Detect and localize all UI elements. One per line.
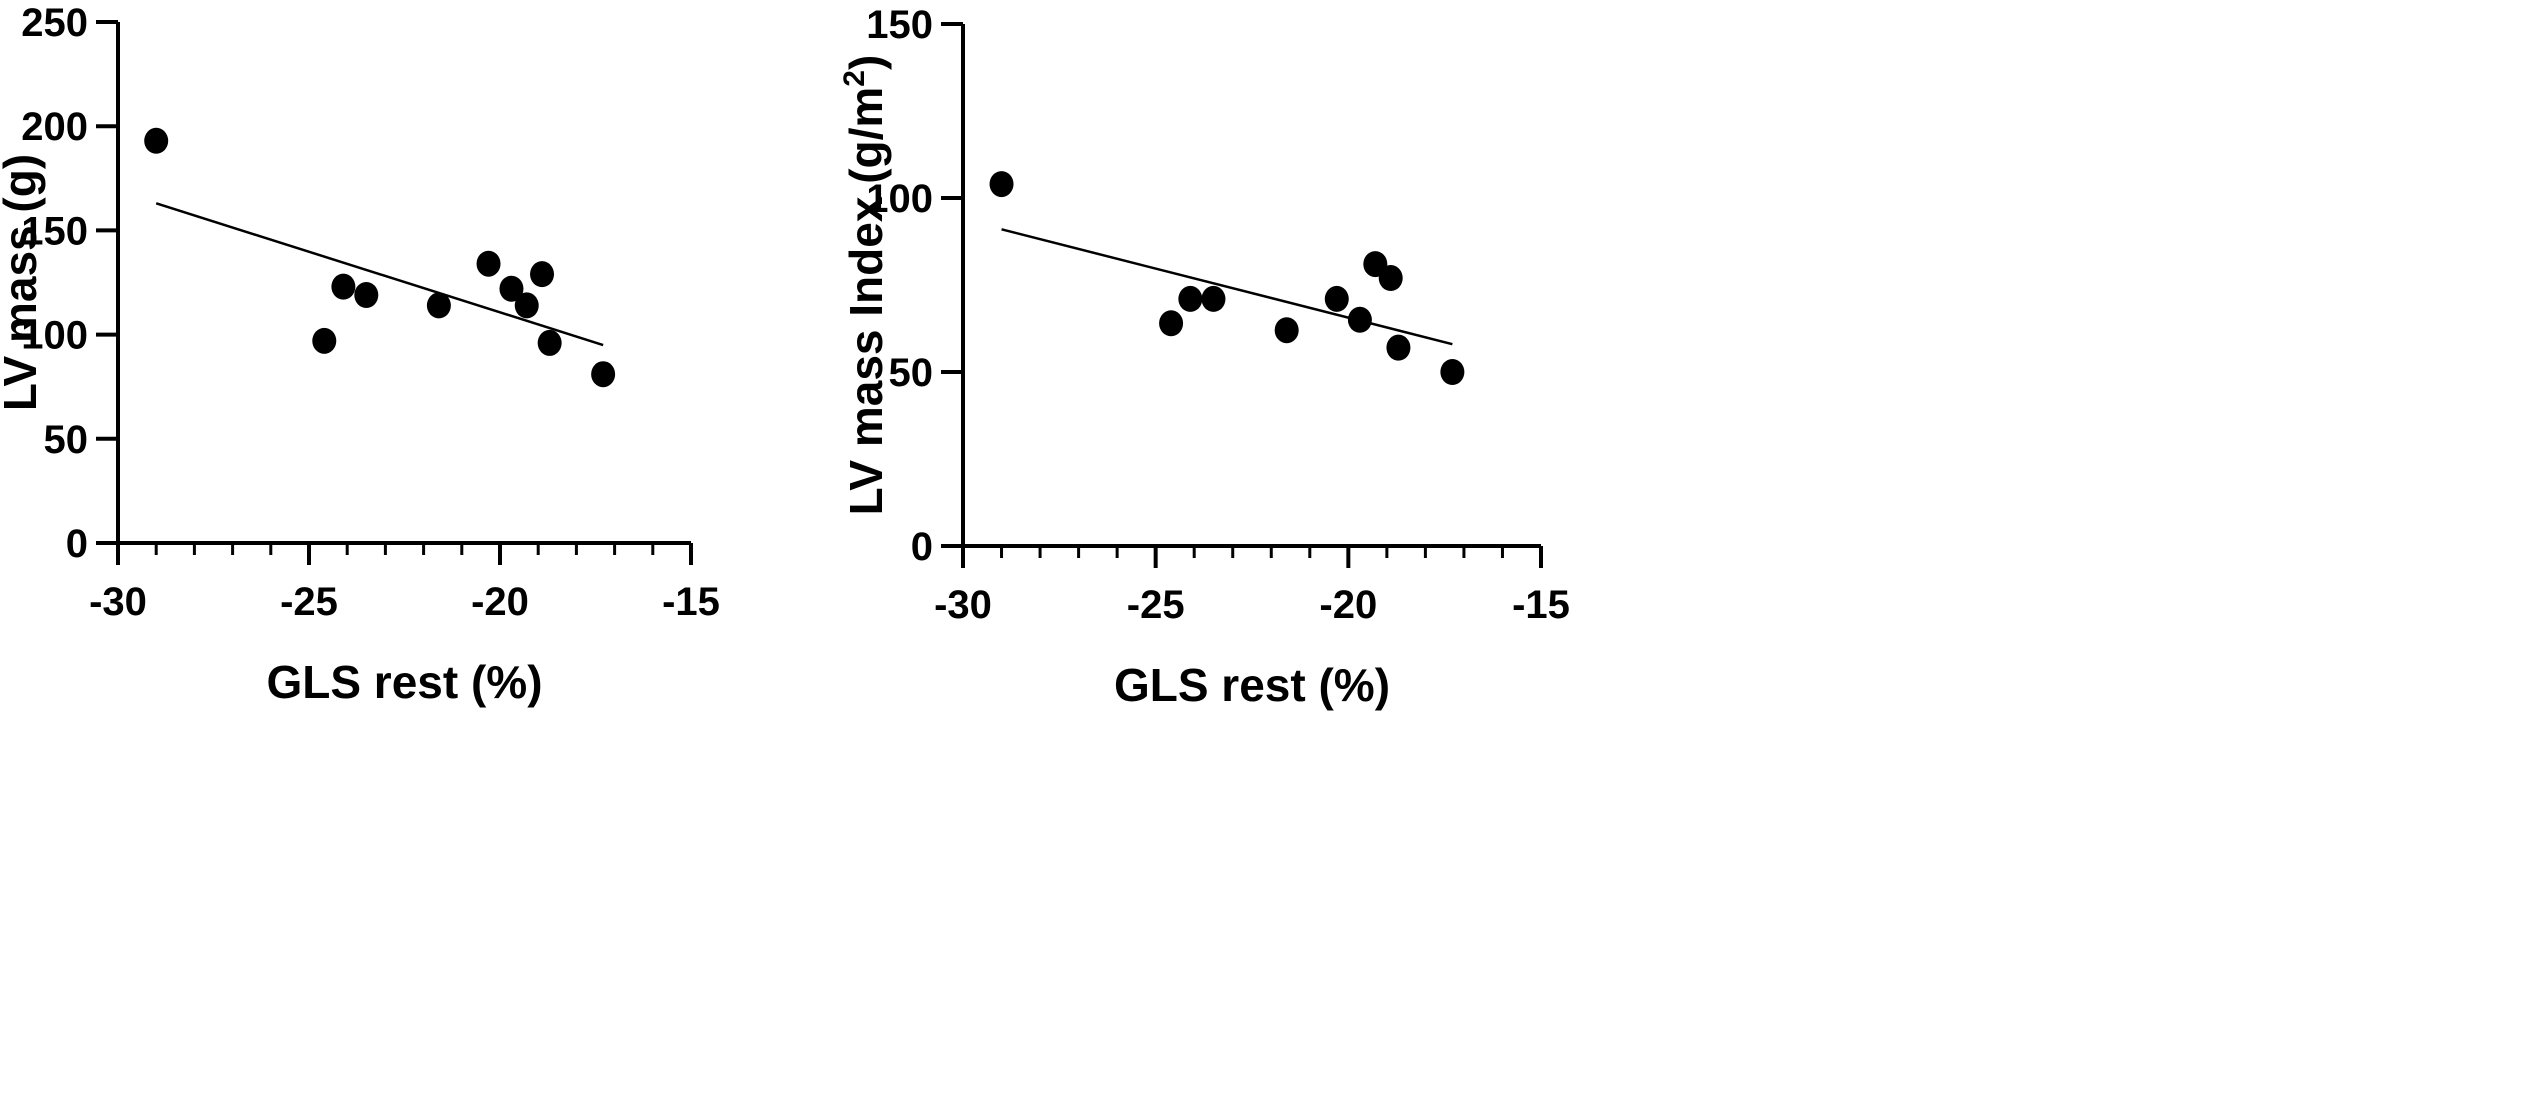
y-tick-label: 200 bbox=[21, 105, 88, 149]
y-axis-title-suffix: ) bbox=[840, 55, 892, 70]
data-point bbox=[1324, 285, 1349, 312]
data-point bbox=[1201, 285, 1226, 312]
data-point bbox=[426, 292, 451, 319]
y-tick-label: 0 bbox=[66, 522, 88, 566]
data-point bbox=[1178, 285, 1203, 312]
data-point bbox=[1347, 306, 1372, 333]
y-axis-title-text: LV mass (g) bbox=[0, 154, 46, 411]
data-point bbox=[499, 275, 524, 302]
data-point bbox=[591, 361, 616, 388]
x-tick-label: -15 bbox=[1512, 583, 1570, 627]
data-point bbox=[354, 282, 379, 309]
x-tick-label: -20 bbox=[1319, 583, 1377, 627]
data-point bbox=[1274, 317, 1299, 344]
data-point bbox=[476, 250, 501, 277]
x-axis-title: GLS rest (%) bbox=[1114, 659, 1390, 711]
data-point bbox=[530, 261, 555, 288]
lv-mass-index-scatter-panel: -30 -25 -20 -15 0 50 100 150 GLS rest (%) LV mass… bbox=[838, 3, 1570, 711]
data-point bbox=[537, 329, 562, 356]
data-point bbox=[514, 292, 539, 319]
y-tick-label: 150 bbox=[21, 209, 88, 253]
x-tick-label: -15 bbox=[662, 580, 720, 624]
lv-mass-scatter-panel: -30 -25 -20 -15 0 50 100 150 200 250 GLS rest (%) L… bbox=[0, 1, 720, 708]
regression-line bbox=[1001, 228, 1453, 346]
y-tick-label: 50 bbox=[44, 418, 89, 462]
y-tick-label: 0 bbox=[911, 525, 933, 569]
x-tick-label: -30 bbox=[89, 580, 147, 624]
x-tick-label: -30 bbox=[934, 583, 992, 627]
y-axis-title: LV mass (g) bbox=[0, 154, 46, 411]
y-tick-label: 150 bbox=[866, 3, 933, 47]
data-point bbox=[1159, 310, 1184, 337]
data-point bbox=[1440, 359, 1465, 385]
y-axis-title-superscript: 2 bbox=[838, 70, 871, 87]
regression-line bbox=[155, 202, 604, 347]
data-point bbox=[1378, 265, 1403, 292]
y-axis-title: LV mass Index (g/m2) bbox=[838, 55, 892, 516]
y-tick-label: 100 bbox=[21, 314, 88, 358]
x-tick-label: -20 bbox=[471, 580, 529, 624]
data-point bbox=[144, 127, 169, 154]
x-axis-title: GLS rest (%) bbox=[266, 656, 542, 708]
data-point bbox=[1386, 334, 1411, 361]
data-point bbox=[989, 171, 1014, 198]
y-tick-label: 250 bbox=[21, 1, 88, 45]
data-point bbox=[312, 327, 337, 354]
x-tick-label: -25 bbox=[280, 580, 338, 624]
data-point bbox=[331, 273, 356, 300]
y-tick-label: 100 bbox=[866, 177, 933, 221]
y-axis-title-text: LV mass Index (g/m bbox=[840, 87, 892, 516]
x-tick-label: -25 bbox=[1127, 583, 1185, 627]
y-tick-label: 50 bbox=[889, 351, 934, 395]
